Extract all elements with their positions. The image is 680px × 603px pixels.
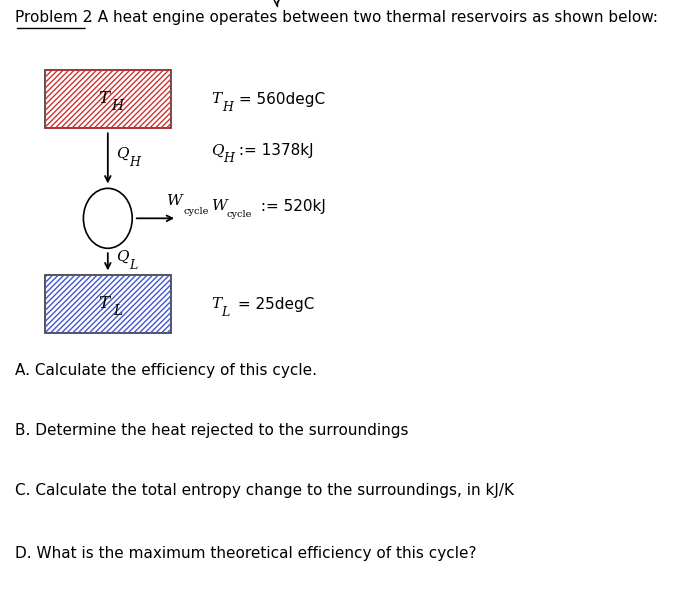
Text: cycle: cycle — [226, 210, 252, 219]
Text: H: H — [223, 152, 234, 165]
Text: H: H — [112, 99, 124, 113]
Text: A. Calculate the efficiency of this cycle.: A. Calculate the efficiency of this cycl… — [15, 362, 317, 377]
Polygon shape — [45, 71, 171, 128]
Text: Q: Q — [116, 147, 129, 160]
Text: L: L — [129, 259, 137, 273]
Polygon shape — [45, 276, 171, 333]
Text: L: L — [113, 305, 122, 318]
Text: T: T — [211, 92, 222, 106]
Text: cycle: cycle — [184, 207, 209, 216]
Text: Problem 2: Problem 2 — [15, 10, 92, 25]
Text: B. Determine the heat rejected to the surroundings: B. Determine the heat rejected to the su… — [15, 423, 408, 438]
Text: H: H — [129, 156, 140, 169]
Text: D. What is the maximum theoretical efficiency of this cycle?: D. What is the maximum theoretical effic… — [15, 546, 476, 561]
Circle shape — [84, 188, 132, 248]
Text: T: T — [98, 90, 109, 107]
Text: . A heat engine operates between two thermal reservoirs as shown below:: . A heat engine operates between two the… — [88, 10, 658, 25]
Text: = 25degC: = 25degC — [233, 297, 314, 312]
Text: C. Calculate the total entropy change to the surroundings, in kJ/K: C. Calculate the total entropy change to… — [15, 482, 513, 497]
Text: H: H — [222, 101, 233, 114]
Text: Q: Q — [211, 144, 224, 157]
Text: L: L — [221, 306, 230, 319]
Text: := 520kJ: := 520kJ — [256, 199, 326, 214]
Text: = 560degC: = 560degC — [233, 92, 324, 107]
Text: Q: Q — [116, 250, 129, 264]
Text: W: W — [167, 194, 183, 208]
Text: T: T — [211, 297, 222, 311]
Text: W: W — [211, 200, 227, 213]
Text: := 1378kJ: := 1378kJ — [235, 143, 314, 158]
Text: T: T — [98, 295, 109, 312]
